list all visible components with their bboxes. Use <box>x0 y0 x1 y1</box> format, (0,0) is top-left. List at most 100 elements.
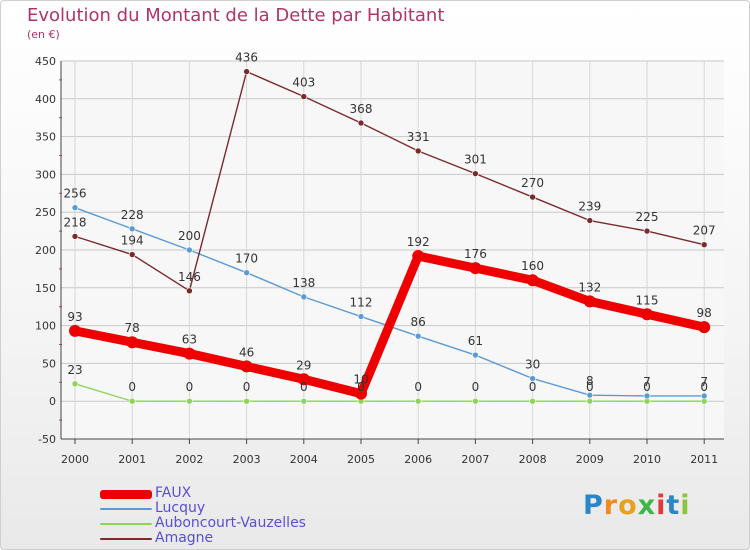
y-tick-label: 50 <box>42 357 56 370</box>
logo-letter: o <box>618 490 638 521</box>
data-label-lucquy: 228 <box>121 208 144 222</box>
data-label-amagne: 436 <box>235 51 258 65</box>
x-tick-label: 2000 <box>61 453 89 466</box>
data-label-auboncourt: 0 <box>586 380 594 394</box>
chart-subtitle: (en €) <box>27 28 60 41</box>
data-point-lucquy <box>186 246 193 254</box>
data-point-lucquy <box>700 392 708 400</box>
legend-swatch-auboncourt <box>100 523 152 525</box>
logo-letter: x <box>637 490 657 521</box>
data-label-lucquy: 256 <box>64 187 87 201</box>
series-auboncourt <box>71 380 708 405</box>
data-point-amagne <box>300 93 308 100</box>
data-point-auboncourt <box>529 397 536 405</box>
data-point-amagne <box>643 227 651 235</box>
data-point-faux <box>355 387 367 400</box>
data-label-auboncourt: 0 <box>414 380 422 394</box>
series-line-amagne <box>74 70 705 292</box>
series-amagne <box>71 68 708 295</box>
legend-swatch-lucquy <box>100 508 152 510</box>
data-label-faux: 10 <box>353 373 368 387</box>
data-point-auboncourt <box>414 397 422 405</box>
data-label-lucquy: 8 <box>586 374 594 388</box>
x-tick-label: 2005 <box>347 453 375 466</box>
y-tick-label: 350 <box>35 131 56 144</box>
data-label-amagne: 368 <box>350 102 373 116</box>
data-label-amagne: 218 <box>64 215 87 229</box>
data-point-lucquy <box>529 375 536 382</box>
data-label-lucquy: 86 <box>411 315 426 329</box>
data-point-amagne <box>414 147 422 155</box>
data-label-amagne: 207 <box>693 224 716 238</box>
data-label-faux: 192 <box>407 235 430 249</box>
data-label-faux: 93 <box>67 310 82 324</box>
data-point-lucquy <box>472 351 479 359</box>
x-tick-label: 2003 <box>233 453 261 466</box>
data-point-faux <box>240 360 253 373</box>
x-tick-label: 2011 <box>690 453 718 466</box>
x-tick-label: 2007 <box>461 453 489 466</box>
data-point-auboncourt <box>472 397 479 405</box>
x-tick-label: 2004 <box>290 453 318 466</box>
data-point-amagne <box>357 119 365 127</box>
data-label-auboncourt: 0 <box>472 380 480 394</box>
data-label-faux: 46 <box>239 345 254 359</box>
data-label-faux: 132 <box>578 280 601 294</box>
data-label-auboncourt: 0 <box>186 380 194 394</box>
series-line-faux <box>70 251 709 399</box>
data-label-amagne: 331 <box>407 130 430 144</box>
data-label-amagne: 146 <box>178 270 201 284</box>
x-tick-label: 2001 <box>118 453 146 466</box>
data-point-amagne <box>71 233 79 240</box>
data-label-faux: 63 <box>182 333 197 347</box>
data-point-faux <box>297 373 310 386</box>
legend-label-faux: FAUX <box>155 485 192 501</box>
data-point-lucquy <box>643 392 651 400</box>
data-point-amagne <box>186 287 193 295</box>
series-faux <box>69 250 711 400</box>
data-label-faux: 160 <box>521 259 544 273</box>
x-tick-label: 2010 <box>633 453 661 466</box>
logo-letter: P <box>583 490 604 521</box>
data-label-auboncourt: 0 <box>643 380 651 394</box>
x-tick-label: 2009 <box>576 453 604 466</box>
data-labels: 23 0 0 0 0 0 0 0 0 0 0 0 256 228 200 170 138 112 86 61 30 8 7 7… <box>64 51 716 395</box>
chart-title: Evolution du Montant de la Dette par Hab… <box>27 5 445 26</box>
series-layer <box>69 68 711 405</box>
data-label-auboncourt: 0 <box>243 380 251 394</box>
data-label-lucquy: 200 <box>178 229 201 243</box>
legend-label-auboncourt: Auboncourt-Vauzelles <box>155 515 306 531</box>
data-point-faux <box>583 295 596 308</box>
data-point-auboncourt <box>71 380 79 388</box>
data-point-auboncourt <box>128 397 136 405</box>
y-tick-label: 200 <box>35 244 56 257</box>
series-line-auboncourt <box>74 383 705 402</box>
data-point-faux <box>641 308 653 321</box>
x-tick-label: 2002 <box>175 453 203 466</box>
data-label-auboncourt: 23 <box>67 363 82 377</box>
data-point-amagne <box>586 217 594 224</box>
legend-label-lucquy: Lucquy <box>155 500 206 516</box>
data-point-auboncourt <box>586 397 594 405</box>
data-point-lucquy <box>128 225 136 233</box>
data-label-lucquy: 112 <box>350 296 373 310</box>
legend-swatch-amagne <box>100 538 152 540</box>
x-tick-label: 2008 <box>519 453 547 466</box>
data-label-faux: 98 <box>697 306 712 320</box>
y-tick-label: 250 <box>35 206 56 219</box>
data-label-auboncourt: 0 <box>300 380 308 394</box>
data-label-faux: 115 <box>636 293 659 307</box>
data-label-faux: 29 <box>296 358 311 372</box>
y-tick-label: 150 <box>35 282 56 295</box>
data-label-amagne: 194 <box>121 234 144 248</box>
data-point-faux <box>526 274 539 287</box>
logo-letter: t <box>666 490 681 521</box>
data-label-auboncourt: 0 <box>357 380 365 394</box>
y-tick-label: 100 <box>35 320 56 333</box>
data-point-lucquy <box>243 269 250 276</box>
data-point-faux <box>412 250 425 263</box>
y-tick-label: 0 <box>49 395 56 408</box>
data-label-lucquy: 170 <box>235 252 258 266</box>
data-point-faux <box>183 347 196 360</box>
